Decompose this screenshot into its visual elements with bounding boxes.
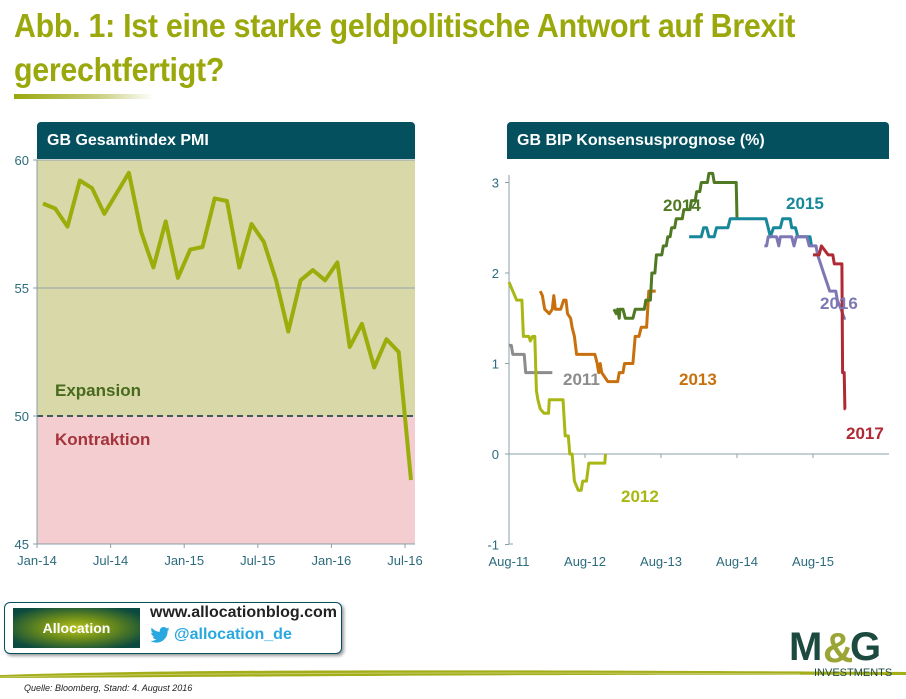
bip-y-tick-label: 0: [492, 447, 499, 462]
svg-text:&: &: [823, 624, 853, 671]
pmi-x-tick-label: Jul-14: [93, 553, 128, 568]
allocation-logo-text: Allocation: [42, 620, 111, 636]
source-note: Quelle: Bloomberg, Stand: 4. August 2016: [24, 683, 193, 693]
bip-series-line-2016: [764, 235, 846, 320]
contraction-label: Kontraktion: [55, 430, 150, 449]
bip-y-tick-label: -1: [487, 538, 499, 553]
pmi-series-line: [42, 170, 413, 481]
bip-y-tick-label: 1: [492, 357, 499, 372]
bip-y-tick-label: 3: [492, 176, 499, 191]
pmi-x-tick-label: Jul-15: [240, 553, 275, 568]
bip-x-tick-label: Aug-11: [489, 554, 530, 569]
contraction-region: [37, 416, 415, 544]
page-title: Abb. 1: Ist eine starke geldpolitische A…: [14, 7, 796, 88]
bip-series-line-2012: [507, 281, 607, 492]
bip-series-line-2017: [813, 244, 847, 411]
svg-text:M: M: [789, 625, 820, 669]
bip-series-line-2011: [509, 343, 553, 375]
bip-series-label-2014: 2014: [663, 196, 701, 215]
twitter-handle: @allocation_de: [174, 626, 292, 643]
bip-series-line-2014: [612, 171, 739, 320]
bip-series-label-2011: 2011: [563, 370, 600, 389]
pmi-y-tick-label: 45: [15, 537, 29, 552]
pmi-x-tick-label: Jul-16: [387, 553, 422, 568]
bip-series-label-2012: 2012: [621, 487, 659, 506]
bip-series-line-2013: [538, 289, 656, 384]
twitter-bird-icon: [150, 627, 170, 643]
allocation-blog-box[interactable]: Allocation www.allocationblog.com @alloc…: [4, 602, 342, 654]
decorative-brush-stroke: [0, 670, 906, 678]
pmi-y-tick-label: 60: [15, 153, 29, 168]
pmi-x-tick-label: Jan-16: [312, 553, 352, 568]
bip-x-tick-label: Aug-14: [716, 554, 758, 569]
left-panel-title: GB Gesamtindex PMI: [47, 132, 209, 149]
expansion-region: [37, 160, 415, 416]
left-panel-header: GB Gesamtindex PMI: [37, 122, 415, 159]
right-panel-title: GB BIP Konsensusprognose (%): [517, 132, 765, 149]
svg-text:INVESTMENTS: INVESTMENTS: [814, 667, 892, 679]
bip-y-tick-label: 2: [492, 266, 499, 281]
pmi-x-tick-label: Jan-14: [17, 553, 57, 568]
pmi-y-tick-label: 55: [15, 281, 29, 296]
allocation-logo: Allocation: [13, 608, 140, 648]
expansion-label: Expansion: [55, 381, 141, 400]
bip-series-label-2016: 2016: [820, 294, 858, 313]
pmi-y-tick-label: 50: [15, 409, 29, 424]
mg-investments-logo: M & G INVESTMENTS: [786, 620, 906, 680]
bip-x-tick-label: Aug-13: [640, 554, 682, 569]
title-underline: [14, 94, 154, 99]
blog-url-link[interactable]: www.allocationblog.com: [150, 604, 337, 621]
twitter-link[interactable]: @allocation_de: [150, 626, 292, 644]
svg-text:G: G: [850, 625, 881, 669]
bip-series-label-2013: 2013: [679, 370, 717, 389]
right-panel-header: GB BIP Konsensusprognose (%): [507, 122, 889, 159]
pmi-x-tick-label: Jan-15: [164, 553, 204, 568]
bip-x-tick-label: Aug-15: [792, 554, 834, 569]
bip-series-label-2017: 2017: [846, 424, 884, 443]
bip-series-line-2015: [689, 217, 813, 247]
bip-series-label-2015: 2015: [786, 194, 824, 213]
bip-x-tick-label: Aug-12: [564, 554, 606, 569]
